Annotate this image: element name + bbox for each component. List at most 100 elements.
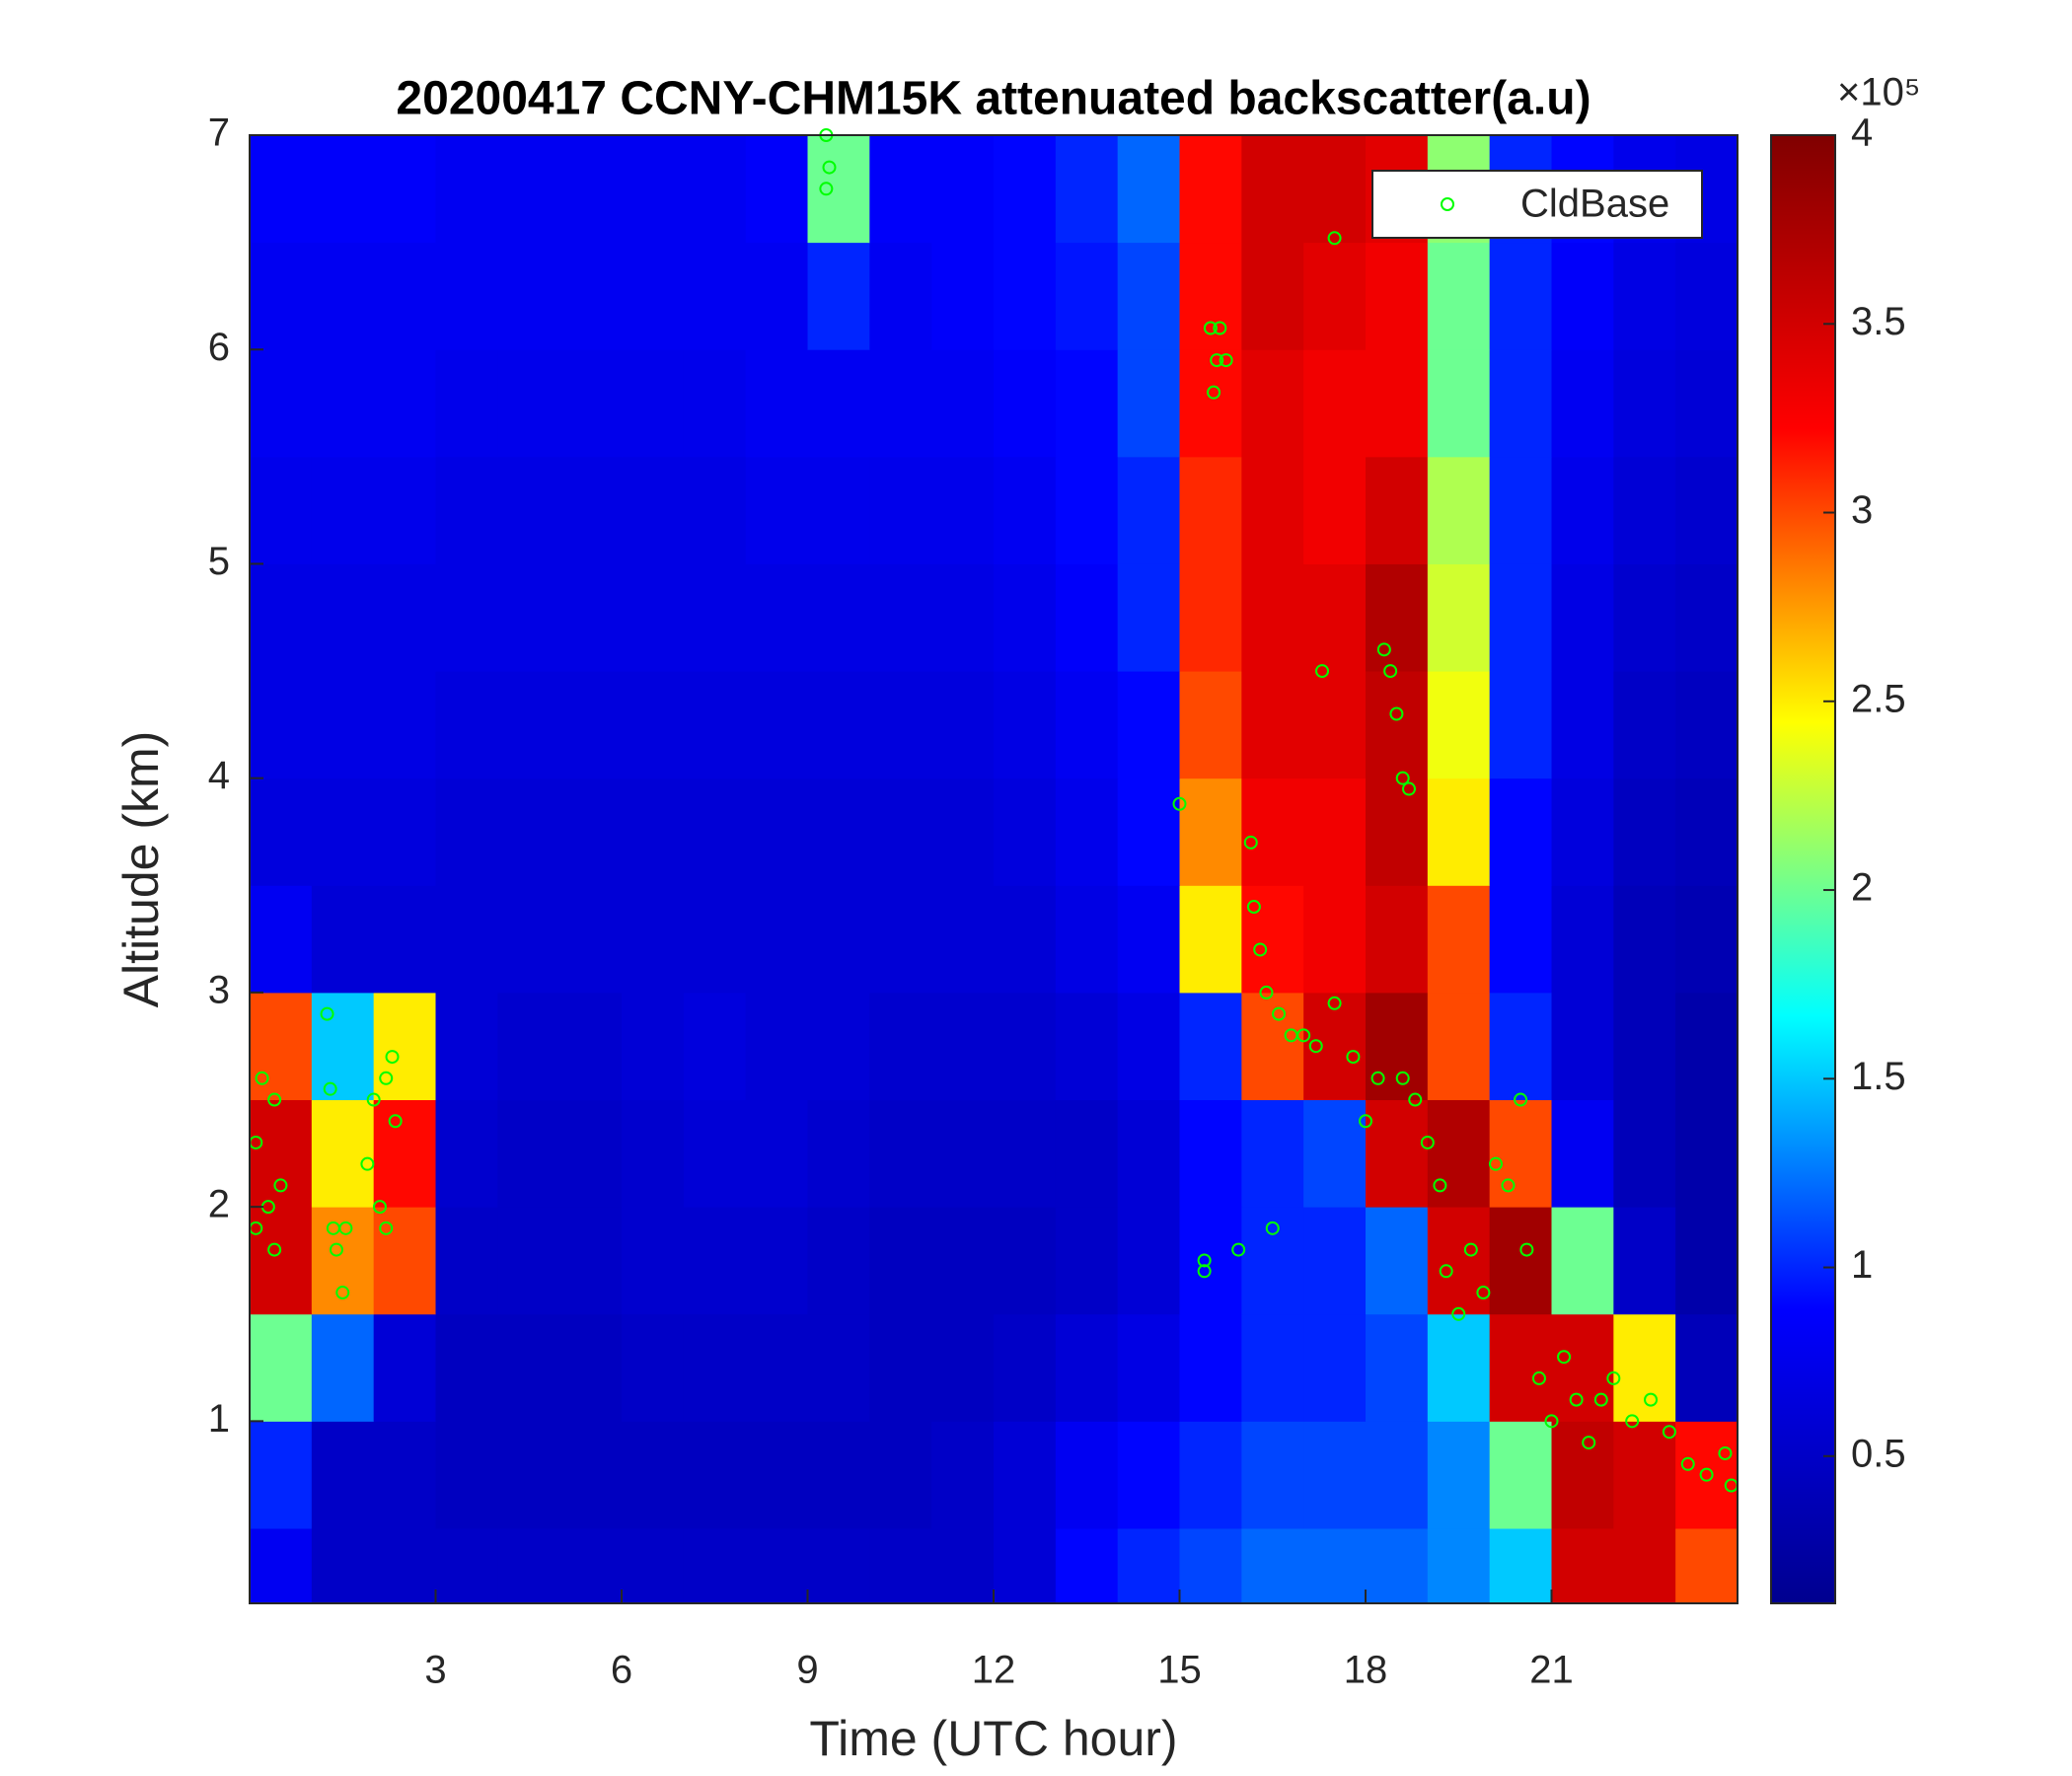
heatmap-cell [807,135,870,244]
heatmap-cell [994,1207,1057,1315]
heatmap-cell [622,992,685,1101]
cloud-base-point [1699,1467,1714,1482]
cloud-base-point [255,1071,269,1085]
heatmap-cell [1366,1313,1429,1422]
heatmap-cell [1179,242,1242,350]
heatmap-cell [1675,349,1739,458]
heatmap-cell [931,992,995,1101]
heatmap-cell [622,1421,685,1529]
heatmap-cell [1427,349,1491,458]
heatmap-cell [1055,135,1119,244]
cloud-base-point [1662,1425,1676,1440]
heatmap-cell [994,1313,1057,1422]
heatmap-cell [1303,1099,1367,1208]
heatmap-cell [1241,885,1304,994]
cloud-base-point [267,1092,282,1107]
heatmap-cell [1303,1421,1367,1529]
cloud-base-point [1308,1039,1323,1054]
cloud-base-point [1463,1242,1478,1257]
heatmap-cell [373,777,436,886]
heatmap-cell [622,1313,685,1422]
cloud-base-point [1265,1221,1280,1235]
heatmap-cell [311,1313,375,1422]
heatmap-cell [1489,1527,1552,1604]
cloud-base-point [320,1006,334,1021]
heatmap-cell [435,671,498,779]
cloud-base-point [1327,231,1342,246]
heatmap-cell [683,1099,747,1208]
heatmap-cell [994,1527,1057,1604]
cloud-base-point [1433,1178,1447,1193]
heatmap-cell [435,242,498,350]
heatmap-cell [931,1527,995,1604]
heatmap-cell [497,563,560,672]
heatmap-cell [745,1099,808,1208]
heatmap-cell [373,992,436,1101]
heatmap-cell [1613,1527,1676,1604]
heatmap-cell [250,1527,313,1604]
heatmap-cell [1675,885,1739,994]
heatmap-cell [559,242,623,350]
heatmap-cell [497,135,560,244]
heatmap-cell [1303,242,1367,350]
heatmap-cell [1241,992,1304,1101]
heatmap-cell [497,242,560,350]
heatmap-cell [931,135,995,244]
cloud-base-point [1259,985,1274,999]
heatmap-cell [807,1527,870,1604]
heatmap-cell [1303,671,1367,779]
colorbar-tick-label: 2.5 [1851,677,1906,720]
heatmap-cell [311,135,375,244]
cloud-base-point [1644,1392,1659,1407]
heatmap-cell [1241,456,1304,564]
heatmap-cell [683,1421,747,1529]
cloud-base-point [1315,664,1330,679]
heatmap-cell [1241,1313,1304,1422]
heatmap-cell [1241,777,1304,886]
heatmap-cell [622,456,685,564]
heatmap-cell [745,1313,808,1422]
heatmap-cell [1117,456,1180,564]
heatmap-cell [1055,456,1119,564]
x-tick-label: 12 [972,1649,1016,1692]
heatmap-cell [250,1421,313,1529]
x-tick-label: 9 [796,1649,818,1692]
heatmap-cell [807,1099,870,1208]
heatmap-cell [1613,777,1676,886]
heatmap-cell [1366,992,1429,1101]
heatmap-cell [1055,992,1119,1101]
heatmap-cell [1117,135,1180,244]
heatmap-cell [1241,671,1304,779]
heatmap-cell [869,456,932,564]
heatmap-cell [311,777,375,886]
heatmap-cell [497,1421,560,1529]
heatmap-cell [435,563,498,672]
heatmap-cell [1241,563,1304,672]
heatmap-cell [1366,1527,1429,1604]
cloud-base-point [379,1071,394,1085]
heatmap-cell [250,349,313,458]
heatmap-cell [1179,1527,1242,1604]
heatmap-cell [994,671,1057,779]
heatmap-cell [559,456,623,564]
heatmap-cell [1303,885,1367,994]
heatmap-cell [435,1421,498,1529]
heatmap-cell [1427,1099,1491,1208]
heatmap-cell [869,992,932,1101]
heatmap-cell [869,135,932,244]
heatmap-cell [1366,671,1429,779]
heatmap-cell [1489,1421,1552,1529]
heatmap-cell [931,242,995,350]
heatmap-cell [311,1099,375,1208]
cloud-base-point [1370,1071,1385,1085]
heatmap-cell [559,992,623,1101]
cloud-base-point [1219,353,1233,368]
heatmap-cell [250,242,313,350]
cloud-base-point [1519,1242,1534,1257]
y-tick-label: 4 [208,754,230,797]
y-tick-label: 3 [208,968,230,1011]
heatmap-cell [1055,1313,1119,1422]
heatmap-cell [250,563,313,672]
heatmap-cell [1303,135,1367,244]
x-tick-label: 15 [1157,1649,1202,1692]
